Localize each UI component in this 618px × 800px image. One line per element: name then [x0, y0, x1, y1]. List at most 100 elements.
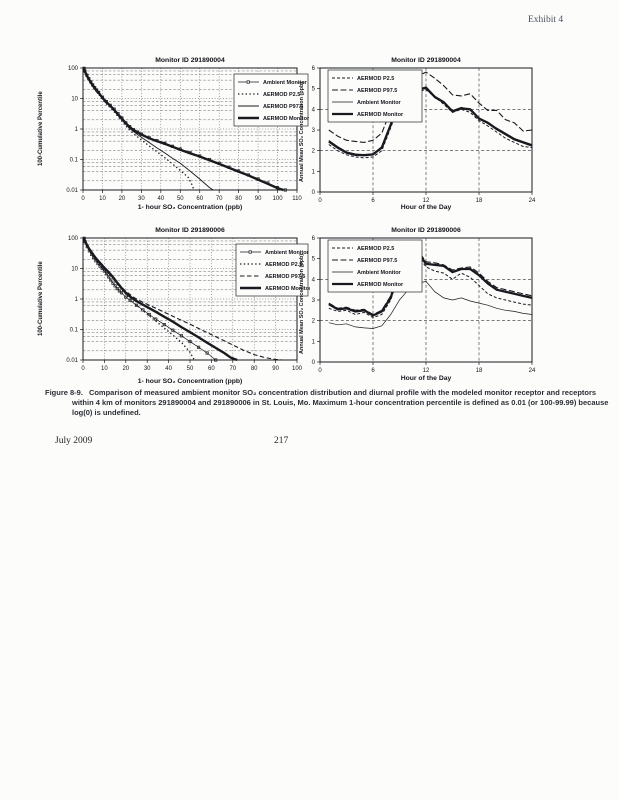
svg-text:100: 100 — [68, 236, 79, 242]
svg-text:100: 100 — [68, 66, 79, 72]
x-axis-label: 1- hour SO₂ Concentration (ppb) — [137, 378, 243, 385]
chart-distribution-291890004: 0 10 20 30 40 50 60 70 80 90 100 110 100 10 1 0.1 0.01 Am… — [30, 52, 310, 220]
svg-text:24: 24 — [529, 198, 536, 204]
y-axis-label: 100-Cumulative Percentile — [38, 91, 44, 166]
svg-text:AERMOD Monitor: AERMOD Monitor — [357, 112, 404, 118]
y-axis-label: Annual Mean SO₂ Concentration (ppb) — [299, 253, 305, 354]
svg-text:0: 0 — [81, 366, 85, 372]
x-axis-label: Hour of the Day — [400, 204, 452, 211]
svg-text:100: 100 — [273, 196, 284, 202]
svg-text:1: 1 — [312, 339, 316, 345]
chart-title: Monitor ID 291890004 — [155, 57, 225, 64]
svg-text:3: 3 — [312, 128, 316, 134]
svg-text:18: 18 — [476, 198, 483, 204]
footer-page-number: 217 — [274, 436, 289, 446]
svg-text:AERMOD P97.5: AERMOD P97.5 — [263, 104, 303, 110]
svg-text:90: 90 — [255, 196, 262, 202]
svg-text:2: 2 — [312, 319, 316, 325]
y-axis-label: 100-Cumulative Percentile — [38, 261, 44, 336]
chart-title: Monitor ID 291890006 — [391, 227, 461, 234]
chart-title: Monitor ID 291890006 — [155, 227, 225, 234]
svg-text:Ambient Monitor: Ambient Monitor — [265, 250, 310, 256]
svg-text:20: 20 — [119, 196, 126, 202]
svg-text:0: 0 — [312, 360, 316, 366]
svg-text:AERMOD P97.5: AERMOD P97.5 — [265, 274, 305, 280]
svg-text:30: 30 — [144, 366, 151, 372]
svg-text:40: 40 — [165, 366, 172, 372]
svg-text:80: 80 — [235, 196, 242, 202]
svg-text:110: 110 — [292, 196, 302, 202]
svg-text:AERMOD P2.5: AERMOD P2.5 — [357, 246, 394, 252]
svg-text:70: 70 — [229, 366, 236, 372]
svg-text:3: 3 — [312, 298, 316, 304]
svg-text:Ambient Monitor: Ambient Monitor — [357, 270, 402, 276]
svg-text:AERMOD P2.5: AERMOD P2.5 — [357, 76, 394, 82]
chart-plot: 0 10 20 30 40 50 60 70 80 90 100 100 10 1 0.1 0.01 Ambie… — [66, 236, 310, 372]
x-axis-label: Hour of the Day — [400, 375, 452, 382]
footer-date: July 2009 — [55, 436, 93, 446]
svg-text:30: 30 — [138, 196, 145, 202]
svg-text:12: 12 — [423, 198, 430, 204]
figure-caption: Figure 8-9. Comparison of measured ambien… — [45, 388, 613, 418]
svg-text:5: 5 — [312, 257, 316, 263]
svg-text:AERMOD P2.5: AERMOD P2.5 — [263, 92, 300, 98]
svg-text:AERMOD Monitor: AERMOD Monitor — [265, 286, 310, 292]
svg-text:90: 90 — [272, 366, 279, 372]
svg-text:100: 100 — [292, 366, 303, 372]
svg-text:6: 6 — [371, 368, 375, 374]
svg-text:18: 18 — [476, 368, 483, 374]
svg-text:Ambient Monitor: Ambient Monitor — [263, 80, 308, 86]
svg-text:4: 4 — [312, 277, 316, 283]
svg-text:AERMOD Monitor: AERMOD Monitor — [357, 282, 404, 288]
svg-text:4: 4 — [312, 107, 316, 113]
svg-text:0.1: 0.1 — [70, 328, 79, 334]
svg-text:1: 1 — [75, 127, 79, 133]
svg-text:10: 10 — [99, 196, 106, 202]
svg-text:6: 6 — [371, 198, 375, 204]
figure-caption-text: Comparison of measured ambient monitor S… — [72, 388, 609, 417]
svg-text:40: 40 — [157, 196, 164, 202]
svg-text:1: 1 — [75, 297, 79, 303]
svg-text:AERMOD P97.5: AERMOD P97.5 — [357, 258, 397, 264]
svg-text:Ambient Monitor: Ambient Monitor — [357, 100, 402, 106]
svg-text:0.01: 0.01 — [66, 188, 78, 194]
y-axis-label: Annual Mean SO₂ Concentration (ppb) — [299, 81, 305, 182]
svg-text:70: 70 — [216, 196, 223, 202]
svg-text:5: 5 — [312, 87, 316, 93]
chart-diurnal-291890004: 0 6 12 18 24 0 1 2 3 4 5 6 AERMOD P2.5 AERMOD P97.5 Am… — [296, 52, 540, 220]
chart-distribution-291890006: 0 10 20 30 40 50 60 70 80 90 100 100 10 1 0.1 0.01 Ambie… — [30, 222, 310, 394]
svg-text:0: 0 — [81, 196, 85, 202]
x-axis-label: 1- hour SO₂ Concentration (ppb) — [137, 204, 243, 211]
svg-text:10: 10 — [71, 267, 78, 273]
svg-text:AERMOD P2.5: AERMOD P2.5 — [265, 262, 302, 268]
chart-title: Monitor ID 291890004 — [391, 57, 461, 64]
exhibit-label: Exhibit 4 — [528, 15, 564, 25]
svg-text:10: 10 — [101, 366, 108, 372]
svg-text:20: 20 — [122, 366, 129, 372]
svg-text:AERMOD P97.5: AERMOD P97.5 — [357, 88, 397, 94]
svg-text:12: 12 — [423, 368, 430, 374]
svg-text:0: 0 — [318, 198, 322, 204]
svg-text:10: 10 — [71, 97, 78, 103]
svg-text:1: 1 — [312, 169, 316, 175]
svg-text:60: 60 — [208, 366, 215, 372]
svg-text:0: 0 — [312, 190, 316, 196]
chart-plot: 0 10 20 30 40 50 60 70 80 90 100 110 100 10 1 0.1 0.01 Am… — [66, 66, 310, 202]
svg-text:0: 0 — [318, 368, 322, 374]
svg-text:0.01: 0.01 — [66, 358, 78, 364]
svg-text:80: 80 — [251, 366, 258, 372]
svg-text:50: 50 — [187, 366, 194, 372]
svg-text:60: 60 — [196, 196, 203, 202]
svg-text:24: 24 — [529, 368, 536, 374]
svg-text:AERMOD Monitor: AERMOD Monitor — [263, 116, 310, 122]
figure-caption-label: Figure 8-9. — [45, 388, 83, 397]
chart-diurnal-291890006: 0 6 12 18 24 0 1 2 3 4 5 6 AERMOD P2.5 AERMOD P97.5 Am… — [296, 222, 540, 394]
svg-text:2: 2 — [312, 149, 316, 155]
svg-text:50: 50 — [177, 196, 184, 202]
svg-text:0.1: 0.1 — [70, 158, 79, 164]
svg-text:6: 6 — [312, 66, 316, 72]
svg-text:6: 6 — [312, 236, 316, 242]
